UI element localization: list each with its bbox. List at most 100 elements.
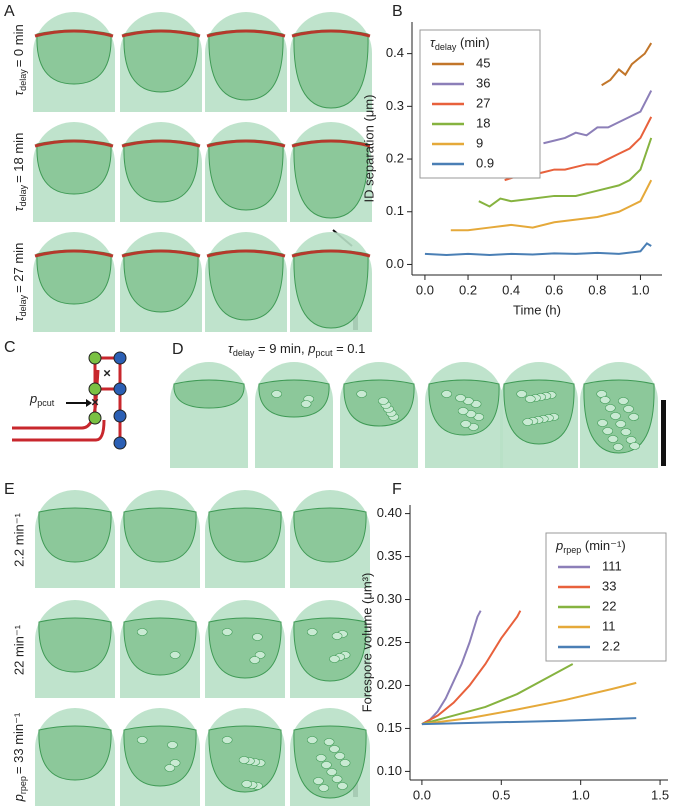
legend-label: 22 — [602, 598, 616, 613]
hole — [318, 784, 330, 792]
node — [113, 382, 127, 396]
ring — [206, 29, 286, 38]
hole — [306, 628, 318, 636]
cell-image — [33, 122, 115, 222]
subscript: pcut — [315, 348, 333, 358]
cell-image — [205, 232, 287, 332]
symbol: τ — [11, 90, 26, 96]
scale-bar — [661, 400, 666, 466]
hole — [167, 741, 178, 749]
cell-image — [290, 600, 370, 698]
legend-label: 2.2 — [602, 638, 620, 653]
hole — [241, 780, 253, 788]
x-tick-label: 0.8 — [588, 282, 606, 297]
legend-title: prpep (min⁻¹) — [555, 538, 626, 555]
subscript: delay — [18, 184, 28, 206]
cell-image — [290, 12, 372, 112]
panel-label: D — [172, 341, 184, 358]
ring — [206, 139, 286, 148]
symbol: p — [307, 341, 315, 356]
hole — [331, 775, 343, 783]
subscript: delay — [233, 348, 255, 358]
subscript: rpep — [18, 776, 28, 794]
cell-image — [340, 362, 418, 468]
cell-image — [35, 600, 115, 698]
hole — [599, 396, 611, 404]
hole — [329, 745, 340, 753]
hole — [337, 782, 348, 790]
cell-image — [120, 12, 202, 112]
hole — [238, 756, 250, 764]
hole — [321, 761, 332, 769]
hole — [356, 390, 367, 398]
subscript: pcut — [37, 398, 55, 408]
symbol: p — [555, 538, 563, 553]
y-tick-label: 0.2 — [386, 150, 404, 165]
cell-image — [205, 122, 287, 222]
cell-image — [290, 490, 370, 588]
ring — [206, 249, 286, 258]
series-line — [601, 42, 653, 87]
hole — [300, 400, 312, 408]
text: = 18 min — [11, 133, 26, 183]
cell-image — [33, 12, 115, 112]
cell-image — [120, 122, 202, 222]
hole — [620, 428, 632, 436]
series-line — [421, 610, 482, 726]
row-label: prpep = 33 min⁻¹ — [11, 712, 28, 802]
panel-label: C — [4, 339, 16, 356]
x-tick-label: 0.6 — [545, 282, 563, 297]
panel-title: τdelay = 9 min, ppcut = 0.1 — [228, 341, 365, 358]
cell-image — [120, 600, 200, 698]
crosslink-diagram: × × ppcut — [12, 351, 127, 450]
hole — [249, 656, 261, 664]
hole — [457, 407, 469, 415]
hole — [618, 397, 629, 405]
membrane — [258, 379, 330, 418]
y-tick-label: 0.4 — [386, 45, 404, 60]
cell-image — [205, 12, 287, 112]
series-line — [450, 179, 653, 232]
legend-label: 111 — [602, 558, 622, 573]
x-tick-label: 1.0 — [572, 787, 590, 802]
hole — [615, 420, 627, 428]
cell-image — [120, 708, 200, 806]
membrane — [173, 379, 245, 409]
ring — [121, 29, 201, 38]
x-tick-label: 0.2 — [459, 282, 477, 297]
hole — [329, 655, 340, 663]
series-line — [543, 90, 653, 145]
row-label: τdelay = 0 min — [11, 24, 28, 95]
legend-label: 11 — [602, 618, 616, 633]
legend-label: 0.9 — [476, 155, 494, 170]
subscript: rpep — [563, 545, 581, 555]
text: = 0.1 — [332, 341, 365, 356]
hole — [331, 632, 343, 640]
series-line — [421, 681, 637, 726]
hole — [271, 390, 282, 398]
cut-mark: × — [91, 394, 99, 409]
strand — [12, 369, 100, 430]
hole — [629, 442, 640, 450]
series-line — [478, 137, 653, 208]
y-tick-label: 0.40 — [377, 505, 402, 520]
legend-title: τdelay (min) — [430, 35, 490, 52]
membrane — [38, 725, 112, 781]
symbol: τ — [430, 35, 436, 50]
hole — [516, 390, 527, 398]
panel-label: F — [392, 481, 402, 498]
y-tick-label: 0.1 — [386, 203, 404, 218]
hole — [323, 738, 335, 746]
legend-label: 36 — [476, 75, 490, 90]
hole — [254, 651, 266, 659]
series-line — [421, 717, 637, 726]
y-tick-label: 0.10 — [377, 763, 402, 778]
panel-label: E — [4, 481, 15, 498]
x-tick-label: 1.5 — [651, 787, 669, 802]
legend-label: 45 — [476, 55, 490, 70]
row-label: τdelay= 27 min — [11, 243, 28, 322]
ring — [34, 249, 114, 258]
hole — [525, 395, 536, 403]
membrane — [123, 507, 197, 563]
